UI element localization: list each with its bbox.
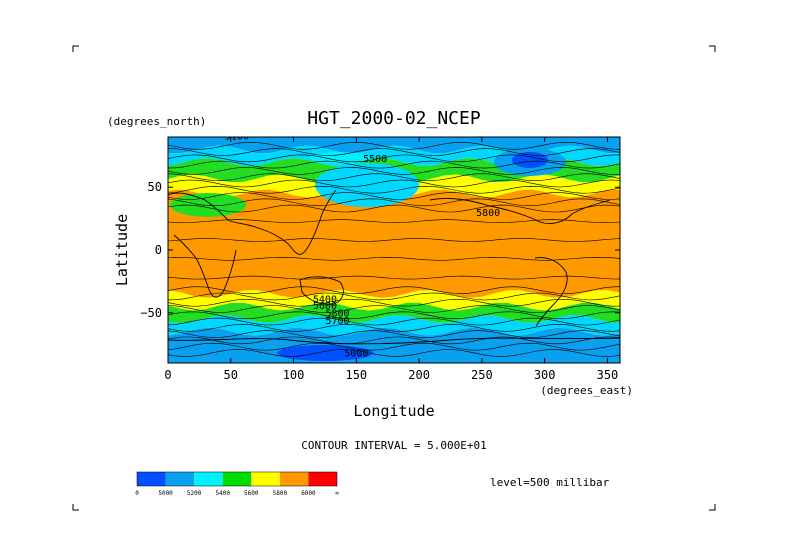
x-units-label: (degrees_east) [540, 384, 633, 397]
x-tick-label: 0 [164, 368, 171, 382]
coast-eurasia-africa [168, 189, 337, 255]
contour-line [168, 305, 620, 313]
color-bands [168, 137, 620, 363]
contour-label: 5600 [313, 301, 337, 312]
x-tick-label: 100 [283, 368, 305, 382]
y-tick-label: −50 [140, 306, 162, 320]
band-5800 [168, 189, 620, 298]
crop-mark-top-left [72, 45, 79, 52]
x-tick-label: 200 [408, 368, 430, 382]
coast-north-america [429, 197, 611, 225]
color-legend: 0 5000 5200 5400 5600 5800 6000 ∞ [135, 471, 339, 497]
contour-line [168, 167, 620, 175]
contour-line [168, 349, 620, 357]
contour-line [168, 299, 620, 307]
contour-line [168, 148, 620, 156]
contour-line [168, 275, 620, 280]
y-units-label: (degrees_north) [107, 115, 206, 128]
x-tick-label: 350 [597, 368, 619, 382]
contour-line [168, 204, 620, 213]
contour-line [168, 185, 620, 194]
y-axis-label: Latitude [113, 214, 131, 286]
contour-label: 5000 [344, 349, 368, 360]
contour-line [168, 311, 620, 320]
level-text: level=500 millibar [490, 476, 610, 489]
contour-line [168, 154, 620, 163]
chart-title: HGT_2000-02_NCEP [307, 108, 481, 129]
legend-label: 6000 [301, 490, 316, 497]
y-tick-label: 50 [148, 180, 162, 194]
legend-label: 5400 [215, 490, 230, 497]
coastlines [168, 189, 620, 345]
contour-label: 5800 [325, 309, 349, 320]
contour-line [168, 219, 620, 223]
band-5400 [168, 302, 620, 324]
legend-label: 5600 [244, 490, 259, 497]
coast-australia [299, 276, 344, 305]
contour-interval-text: CONTOUR INTERVAL = 5.000E+01 [301, 439, 486, 452]
legend-swatch [279, 472, 309, 486]
contour-line [168, 238, 620, 242]
y-tick-label: 0 [155, 243, 162, 257]
band-5300 [168, 315, 620, 336]
contour-line [168, 173, 620, 181]
contour-line [168, 292, 620, 301]
axes: 0 50 100 150 200 250 300 350 −50 0 50 [140, 137, 620, 382]
legend-swatch [308, 472, 337, 486]
contour-line [168, 192, 620, 200]
legend-swatch [165, 472, 195, 486]
contour-line [168, 286, 620, 295]
contour-label: 5700 [325, 316, 349, 327]
legend-label: 0 [135, 490, 139, 497]
x-tick-label: 150 [345, 368, 367, 382]
contour-line [168, 336, 620, 345]
coast-africa [173, 234, 237, 298]
legend-swatch [251, 472, 280, 486]
contour-line [168, 160, 620, 169]
contour-line [168, 141, 620, 150]
x-tick-label: 300 [534, 368, 556, 382]
x-axis-label: Longitude [353, 402, 434, 420]
x-tick-label: 250 [471, 368, 493, 382]
contour-label: 5100 [225, 132, 249, 143]
hudson-bay-low-core [512, 152, 548, 168]
legend-label: ∞ [335, 490, 339, 497]
legend-label: 5000 [158, 490, 173, 497]
legend-label: 5200 [187, 490, 202, 497]
legend-frame [136, 471, 338, 487]
band-5600 [168, 290, 620, 311]
coast-antarctica [168, 337, 620, 345]
coast-south-america [534, 257, 568, 327]
legend-swatch [137, 472, 166, 486]
legend-swatch [194, 472, 223, 486]
crop-mark-bottom-left [72, 504, 79, 511]
contour-line [168, 330, 620, 338]
crop-mark-top-right [709, 45, 716, 52]
contour-label: 5800 [476, 208, 500, 219]
contour-line [168, 317, 620, 326]
contour-line [168, 256, 620, 261]
contour-label: 5500 [363, 154, 387, 165]
x-tick-label: 50 [224, 368, 238, 382]
crop-mark-bottom-right [709, 504, 716, 511]
antarctic-low [277, 345, 373, 361]
contour-line [168, 342, 620, 351]
legend-swatch [222, 472, 252, 486]
legend-label: 5800 [273, 490, 288, 497]
contour-line [168, 179, 620, 188]
crop-marks [72, 45, 716, 511]
contour-line [168, 323, 620, 332]
contour-label: 5400 [313, 295, 337, 306]
contour-line [168, 198, 620, 207]
contour-lines [168, 141, 620, 357]
